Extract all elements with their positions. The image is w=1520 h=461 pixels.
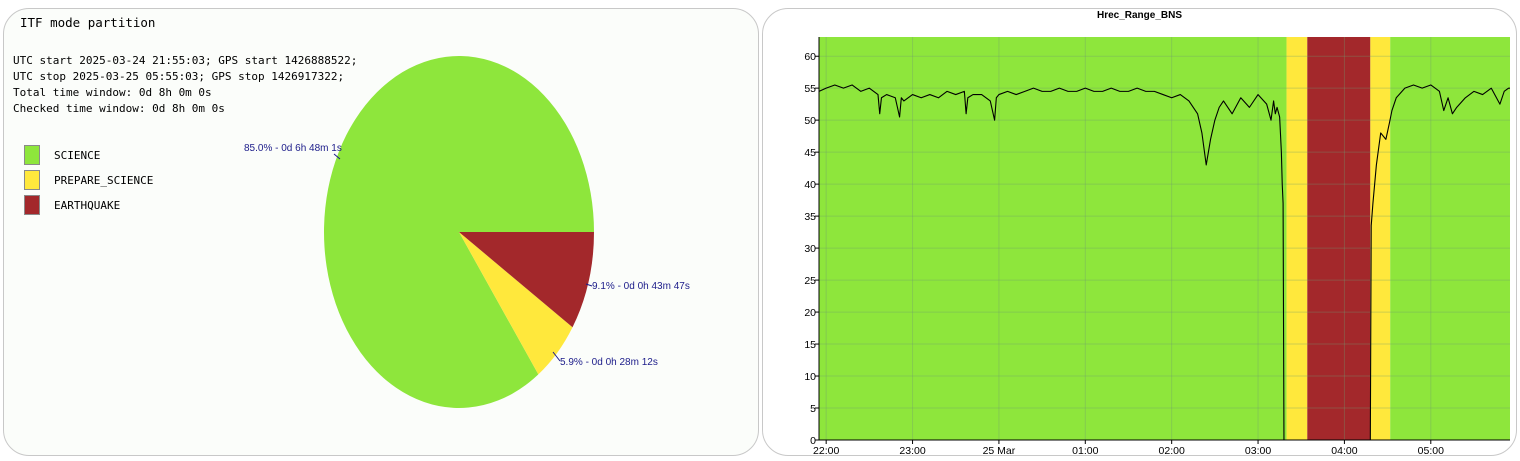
y-tick-label: 5	[810, 403, 816, 415]
y-tick-label: 20	[804, 307, 816, 319]
total-time-window-line: Total time window: 0d 8h 0m 0s	[13, 86, 212, 99]
y-tick-label: 55	[804, 83, 816, 95]
x-tick-label: 03:00	[1245, 445, 1271, 456]
pie-label-prepare-science: 5.9% - 0d 0h 28m 12s	[560, 357, 658, 368]
pie-label-prepare-science-leader	[552, 351, 561, 362]
legend-label-prepare-science: PREPARE_SCIENCE	[54, 174, 154, 187]
pie-slice-science	[323, 56, 594, 409]
y-tick-label: 10	[804, 371, 816, 383]
y-tick-label: 60	[804, 51, 816, 63]
legend-swatch-prepare-science	[24, 170, 40, 190]
legend-swatch-earthquake	[24, 195, 40, 215]
pie-label-science: 85.0% - 0d 6h 48m 1s	[244, 143, 342, 154]
legend-label-earthquake: EARTHQUAKE	[54, 199, 121, 212]
line-chart-panel: Hrec_Range_BNS 0 5 10 15 20 25 30 35 40 45 50 55 60 2…	[762, 8, 1517, 456]
legend-swatch-science	[24, 145, 40, 165]
line-chart: 0 5 10 15 20 25 30 35 40 45 50 55 60 22:00 23:00 25 Mar…	[804, 37, 1511, 456]
y-tick-label: 30	[804, 243, 816, 255]
x-tick-label: 04:00	[1331, 445, 1357, 456]
utc-start-line: UTC start 2025-03-24 21:55:03; GPS start…	[13, 54, 358, 67]
x-tick-label: 02:00	[1159, 445, 1185, 456]
y-tick-label: 35	[804, 211, 816, 223]
y-tick-label: 15	[804, 339, 816, 351]
pie-label-earthquake: 9.1% - 0d 0h 43m 47s	[592, 281, 690, 292]
x-tick-label: 22:00	[813, 445, 839, 456]
state-band-earthquake	[1307, 37, 1371, 440]
state-band-prepare-science	[1286, 37, 1308, 440]
line-chart-title: Hrec_Range_BNS	[1096, 10, 1183, 21]
pie-label-science-leader	[333, 153, 341, 160]
state-band-science	[819, 37, 1287, 440]
state-band-science	[1390, 37, 1510, 440]
x-tick-label: 05:00	[1418, 445, 1444, 456]
pie-chart: 85.0% - 0d 6h 48m 1s 5.9% - 0d 0h 28m 12s…	[244, 56, 690, 409]
pie-chart-title: ITF mode partition	[20, 15, 156, 30]
state-band-prepare-science	[1370, 37, 1391, 440]
legend-label-science: SCIENCE	[54, 149, 101, 162]
utc-stop-line: UTC stop 2025-03-25 05:55:03; GPS stop 1…	[13, 70, 345, 83]
pie-slice-prepare-science	[459, 232, 573, 375]
y-tick-label: 50	[804, 115, 816, 127]
x-tick-label: 23:00	[899, 445, 925, 456]
y-tick-label: 0	[810, 435, 816, 447]
x-tick-label: 25 Mar	[983, 445, 1016, 456]
pie-slice-earthquake	[459, 232, 594, 328]
y-tick-label: 40	[804, 179, 816, 191]
checked-time-window-line: Checked time window: 0d 8h 0m 0s	[13, 102, 225, 115]
y-tick-label: 25	[804, 275, 816, 287]
pie-label-earthquake-leader	[585, 283, 593, 287]
y-tick-label: 45	[804, 147, 816, 159]
x-tick-label: 01:00	[1072, 445, 1098, 456]
pie-chart-panel: ITF mode partition UTC start 2025-03-24 …	[3, 8, 759, 456]
